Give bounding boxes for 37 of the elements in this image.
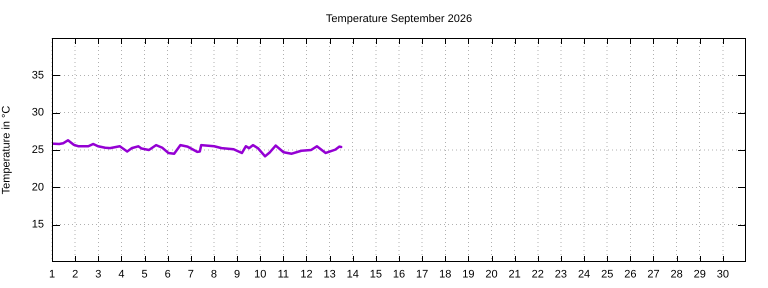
x-tick-label: 11: [278, 268, 290, 281]
x-tick-label: 8: [210, 268, 217, 281]
x-tick-label: 1: [48, 268, 56, 281]
x-tick-label: 12: [300, 268, 313, 281]
x-tick-label: 29: [694, 268, 706, 281]
x-tick-label: 27: [647, 268, 660, 281]
y-tick-label: 20: [32, 181, 44, 194]
x-tick-label: 15: [370, 268, 382, 281]
x-tick-label: 4: [118, 268, 124, 281]
x-tick-label: 7: [188, 268, 194, 281]
x-tick-label: 9: [234, 268, 240, 281]
x-tick-label: 13: [323, 268, 336, 281]
x-tick-label: 5: [141, 268, 148, 281]
x-tick-label: 28: [670, 268, 683, 281]
x-tick-label: 10: [254, 268, 266, 281]
x-tick-label: 23: [554, 268, 568, 281]
x-tick-label: 14: [346, 268, 359, 281]
y-axis-title: Temperature in °C: [0, 106, 13, 194]
chart-title: Temperature September 2026: [326, 13, 472, 26]
x-tick-label: 2: [72, 268, 78, 281]
x-tick-label: 30: [716, 268, 729, 281]
x-tick-label: 6: [164, 268, 171, 281]
y-tick-label: 35: [32, 69, 44, 82]
x-tick-label: 16: [392, 268, 406, 281]
x-tick-label: 22: [532, 268, 544, 281]
x-tick-label: 17: [416, 268, 428, 281]
y-tick-label: 25: [32, 144, 44, 156]
x-tick-label: 19: [462, 268, 475, 281]
y-tick-label: 15: [32, 218, 44, 231]
x-tick-label: 25: [601, 268, 614, 281]
x-tick-label: 20: [485, 268, 498, 281]
x-tick-label: 3: [95, 268, 102, 281]
x-tick-label: 21: [508, 268, 521, 281]
y-tick-label: 30: [32, 106, 44, 119]
x-tick-label: 18: [439, 268, 452, 281]
x-tick-label: 24: [578, 268, 590, 281]
x-tick-label: 26: [624, 268, 636, 281]
